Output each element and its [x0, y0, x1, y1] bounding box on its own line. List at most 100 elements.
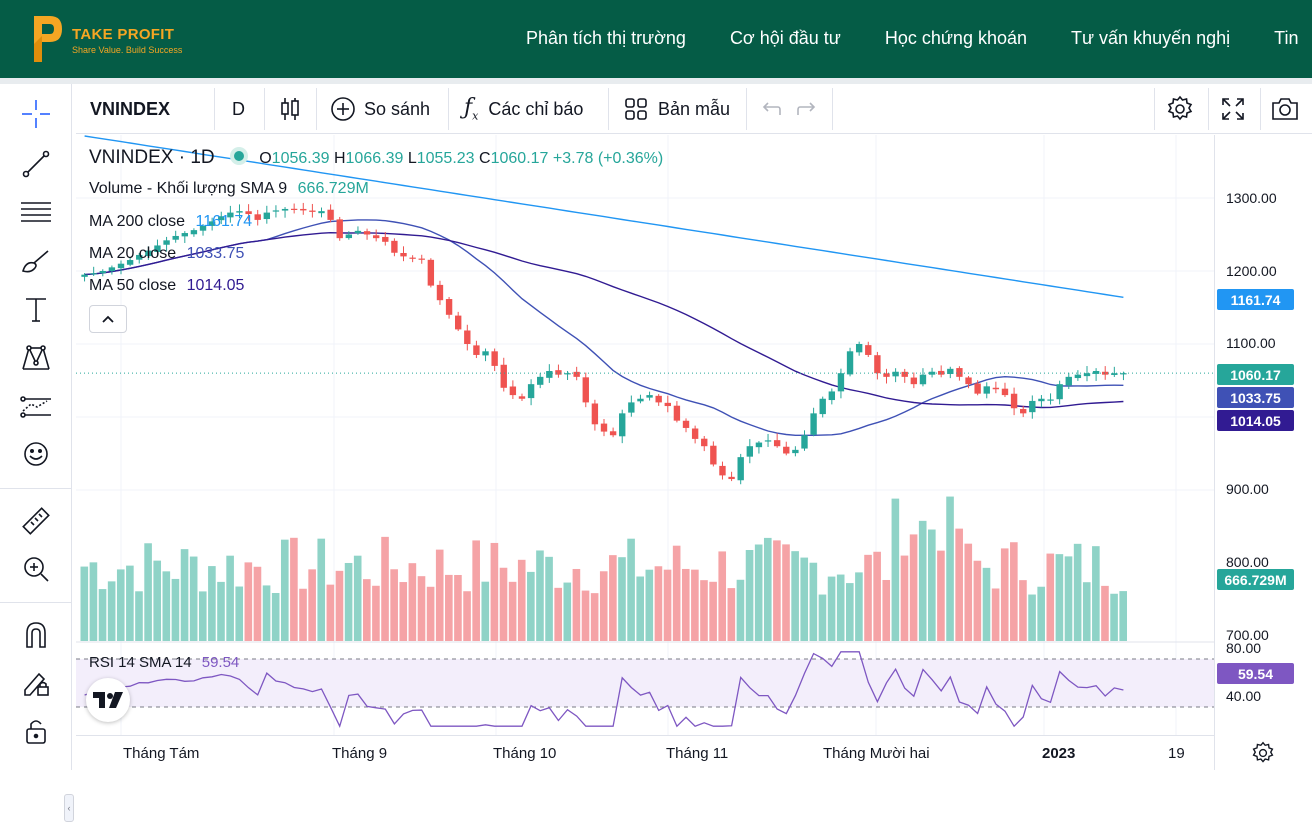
volume-bar [262, 585, 271, 641]
ma200-value: 1161.74 [195, 213, 253, 230]
zoom-tool[interactable] [14, 549, 58, 589]
toolbar-collapse-tab[interactable]: ‹ [64, 794, 74, 822]
zoom-icon [24, 557, 49, 582]
legend-ma50[interactable]: MA 50 close 1014.05 [89, 277, 244, 295]
drawing-lock-tool[interactable] [14, 663, 58, 703]
interval-button[interactable]: D [232, 84, 245, 134]
volume-bar [1119, 591, 1127, 641]
candle-body [309, 210, 316, 212]
undo-button[interactable] [760, 84, 782, 134]
pencil-lock-icon [24, 672, 49, 696]
candle-body [208, 221, 216, 226]
compare-button[interactable]: So sánh [330, 84, 430, 134]
chart-type-button[interactable] [278, 84, 302, 134]
volume-bar [572, 568, 581, 641]
forecast-tool[interactable] [14, 386, 58, 426]
volume-bar [126, 565, 134, 641]
volume-bar [618, 557, 626, 641]
volume-bar [645, 569, 654, 641]
nav-co-hoi[interactable]: Cơ hội đầu tư [729, 28, 841, 48]
fib-tool[interactable] [14, 192, 58, 232]
candle-body [792, 449, 799, 454]
site-logo[interactable]: TAKE PROFIT Share Value. Build Success [30, 14, 200, 64]
candle-body [837, 373, 845, 392]
volume-bar [654, 566, 663, 641]
price-tick: 700.00 [1226, 627, 1269, 643]
nav-hoc-chung-khoan[interactable]: Học chứng khoán [884, 28, 1027, 48]
volume-bar [800, 557, 809, 641]
crosshair-tool[interactable] [14, 94, 58, 134]
brush-tool[interactable] [14, 242, 58, 282]
candle-body [673, 405, 681, 421]
symbol-search[interactable]: VNINDEX [90, 84, 170, 134]
toolbar-separator [0, 488, 72, 489]
candle-body [1029, 400, 1036, 413]
compare-label: So sánh [364, 98, 431, 119]
candle-body [464, 330, 471, 344]
candle-body [865, 345, 872, 355]
volume-bar [909, 534, 918, 641]
volume-bar [189, 556, 198, 641]
volume-bar [481, 581, 490, 641]
candle-body [600, 423, 608, 432]
magnet-tool[interactable] [14, 615, 58, 655]
settings-button[interactable] [1166, 84, 1194, 134]
price-tick: 1300.00 [1226, 190, 1277, 206]
candle-body [619, 413, 626, 437]
logo-tagline: Share Value. Build Success [72, 45, 183, 55]
toolbar-separator [316, 88, 317, 130]
candle-body [956, 368, 963, 377]
gear-icon[interactable] [1251, 741, 1275, 765]
candle-body [145, 250, 152, 257]
price-axis-border [1214, 135, 1215, 770]
volume-bar [454, 574, 462, 641]
trendline-tool[interactable] [14, 144, 58, 184]
legend-symbol: VNINDEX [89, 147, 174, 168]
volume-bar [1110, 593, 1118, 641]
ruler-tool[interactable] [14, 501, 58, 541]
nav-tu-van[interactable]: Tư vấn khuyến nghị [1071, 28, 1231, 48]
drawing-toolbar: ‹ [0, 84, 74, 822]
redo-button[interactable] [796, 84, 818, 134]
legend-rsi[interactable]: RSI 14 SMA 14 59.54 [89, 654, 239, 671]
nav-tin[interactable]: Tin [1274, 28, 1299, 48]
legend-ma20[interactable]: MA 20 close 1033.75 [89, 245, 244, 263]
magnet-icon [26, 622, 46, 648]
chart-area[interactable]: VNINDEX · 1D O1056.39 H1066.39 L1055.23 … [76, 135, 1312, 770]
tradingview-logo[interactable] [86, 678, 130, 722]
candle-body [199, 225, 207, 231]
header-divider [0, 78, 1312, 84]
candle-body [573, 371, 580, 377]
volume-bar [463, 591, 471, 641]
volume-bar [609, 555, 617, 641]
volume-bar [326, 584, 335, 641]
screenshot-button[interactable] [1270, 84, 1300, 134]
text-tool[interactable] [14, 290, 58, 330]
pattern-tool[interactable] [14, 338, 58, 378]
legend-volume[interactable]: Volume - Khối lượng SMA 9 666.729M [89, 180, 369, 198]
indicators-button[interactable]: ƒx Các chỉ báo [464, 84, 583, 134]
candle-body [628, 402, 635, 413]
candle-body [117, 263, 125, 269]
templates-button[interactable]: Bản mẫu [624, 84, 730, 134]
lock-tool[interactable] [14, 711, 58, 751]
candle-body [418, 258, 425, 260]
emoji-tool[interactable] [14, 434, 58, 474]
toolbar-separator [214, 88, 215, 130]
site-header: TAKE PROFIT Share Value. Build Success P… [0, 0, 1312, 78]
candle-body [773, 440, 781, 447]
candle-body [810, 413, 817, 435]
legend-collapse-button[interactable] [89, 305, 127, 333]
volume-bar [946, 496, 954, 641]
toolbar-separator [608, 88, 609, 130]
volume-label: Volume - Khối lượng SMA 9 [89, 180, 288, 197]
volume-bar [982, 567, 991, 641]
fullscreen-button[interactable] [1220, 84, 1246, 134]
price-tick: 1200.00 [1226, 263, 1277, 279]
volume-bar [736, 579, 745, 641]
rsi-badge: 59.54 [1217, 663, 1294, 684]
rsi-value: 59.54 [201, 654, 240, 671]
chart-canvas[interactable] [76, 135, 1214, 735]
nav-phan-tich[interactable]: Phân tích thị trường [526, 28, 686, 48]
legend-ma200[interactable]: MA 200 close 1161.74 [89, 213, 252, 231]
